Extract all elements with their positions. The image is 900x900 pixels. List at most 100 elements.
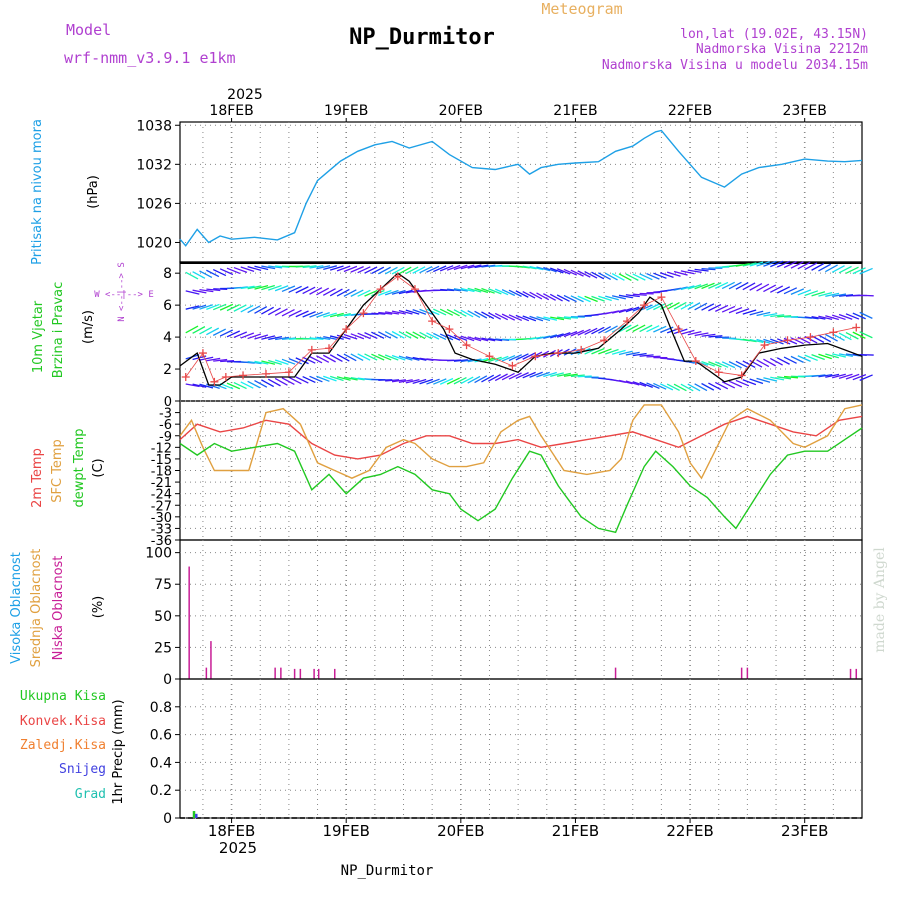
wind-arrow — [288, 285, 302, 293]
wind-arrow — [632, 381, 647, 387]
wind-arrow — [460, 335, 475, 342]
wind-arrow — [536, 316, 551, 322]
wind-arrow — [632, 352, 647, 357]
wind-arrow — [618, 294, 633, 299]
wind-arrow — [845, 373, 860, 380]
wind-arrow — [254, 285, 269, 290]
wind-arrow — [385, 311, 400, 315]
wind-arrow — [859, 331, 873, 339]
wind-arrow — [343, 265, 358, 273]
bottom-date-label: 23FEB — [781, 822, 828, 840]
wind-arrow — [385, 379, 400, 382]
wind-arrow — [302, 311, 316, 318]
wind-arrow — [281, 285, 296, 293]
wind-arrow — [261, 335, 276, 340]
wind-arrow — [563, 268, 578, 276]
wind-arrow — [467, 287, 482, 293]
wind-arrow — [611, 349, 626, 355]
wind-arrow — [701, 303, 715, 311]
wind-arrow — [522, 371, 536, 379]
t2m-line — [179, 415, 863, 460]
wind-arrow — [212, 328, 227, 336]
wind-arrow — [543, 334, 558, 340]
wind-arrow — [474, 287, 489, 294]
wind-gust-marker — [261, 369, 270, 378]
wind-arrow — [604, 325, 618, 334]
wind-gust-marker — [410, 285, 419, 294]
wind-gust-marker — [462, 341, 471, 350]
wind-arrow — [550, 333, 564, 339]
wind-arrow — [330, 312, 344, 318]
wind-arrow — [316, 265, 331, 270]
wind-arrow — [825, 264, 838, 273]
wind-arrow — [405, 309, 420, 315]
wind-arrow — [825, 353, 839, 359]
y-tick-label: -12 — [151, 441, 172, 456]
wind-arrow — [811, 354, 825, 361]
wind-gust-marker — [181, 373, 190, 382]
wind-arrow — [550, 316, 565, 321]
wind-arrow — [653, 382, 667, 390]
wind-arrow — [233, 381, 247, 390]
wind-gust-marker — [600, 336, 609, 345]
wind-arrow — [680, 270, 695, 275]
wind-arrow — [708, 335, 723, 338]
wind-arrow — [646, 272, 660, 280]
wind-arrow — [316, 355, 330, 363]
wind-arrow — [261, 284, 275, 291]
wind-arrow — [728, 361, 742, 369]
wind-gust-marker — [806, 333, 815, 342]
bottom-date-label: 19FEB — [322, 822, 369, 840]
wind-arrow — [687, 383, 701, 392]
wind-arrow — [818, 291, 833, 297]
wind-gust-marker — [783, 336, 792, 345]
y-tick-label: -18 — [151, 465, 172, 480]
wind-arrow — [309, 265, 324, 269]
wind-arrow — [199, 356, 214, 361]
pressure-line — [179, 129, 863, 247]
wind-arrow — [563, 330, 578, 338]
wind-arrow — [838, 332, 852, 341]
wind-arrow — [825, 373, 840, 378]
wind-arrow — [247, 333, 262, 340]
wind-arrow — [584, 270, 598, 279]
wind-arrow — [268, 359, 282, 365]
wind-arrow — [247, 265, 262, 271]
wind-arrow — [639, 381, 653, 388]
wind-arrow — [790, 288, 805, 295]
wind-arrow — [625, 273, 639, 281]
wind-arrow — [728, 306, 743, 314]
wind-ylabel-1: 10m Vjetar — [31, 300, 46, 373]
wind-arrow — [666, 302, 680, 310]
wind-arrow — [336, 288, 350, 297]
wind-gust-marker — [760, 341, 769, 350]
wind-arrow — [770, 376, 785, 381]
wind-arrow — [715, 304, 729, 312]
wind-arrow — [859, 294, 874, 297]
wind-arrow — [818, 315, 833, 320]
wind-arrow — [474, 310, 488, 319]
wind-arrow — [584, 327, 598, 336]
wind-arrow — [329, 265, 344, 271]
wind-arrow — [694, 268, 709, 272]
y-tick-label: -9 — [159, 430, 172, 445]
wind-arrow — [439, 333, 454, 341]
wind-arrow — [536, 292, 550, 301]
wind-arrow — [391, 379, 407, 383]
wind-arrow — [859, 311, 873, 319]
wind-arrow — [261, 306, 274, 315]
wind-arrow — [467, 264, 482, 269]
wind-arrow — [605, 348, 619, 355]
wind-arrow — [701, 268, 716, 271]
bottom-date-label: 22FEB — [666, 822, 713, 840]
wind-arrow — [742, 379, 757, 386]
wind-arrow — [721, 281, 735, 290]
wind-gust-marker — [577, 345, 586, 354]
wind-gust-marker — [714, 368, 723, 377]
wind-arrow — [206, 327, 220, 336]
wind-arrow — [522, 315, 537, 322]
wind-arrow — [446, 334, 461, 341]
wind-arrow — [329, 354, 343, 363]
top-date-axis: 18FEB 19FEB 20FEB 21FEB 22FEB 23FEB — [209, 103, 827, 122]
wind-arrow — [770, 314, 785, 318]
